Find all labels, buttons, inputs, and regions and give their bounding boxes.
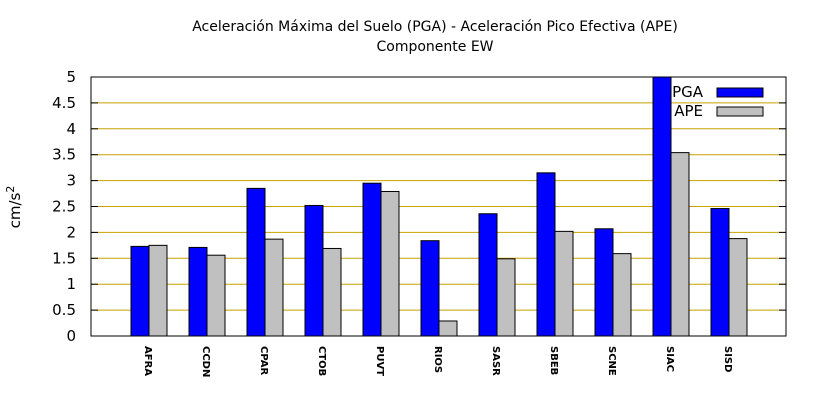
bar-ape-afra xyxy=(148,244,168,337)
x-tick-label: SISD xyxy=(722,346,733,372)
legend-label: PGA xyxy=(672,83,704,101)
bar-pga-ctob xyxy=(304,204,324,337)
bar-ape-puvt xyxy=(380,190,400,337)
y-tick-label: 4.5 xyxy=(52,94,76,112)
y-tick-label: 3.5 xyxy=(52,146,76,164)
bar-ape-ctob xyxy=(322,247,342,337)
y-axis-label: cm/s2 xyxy=(4,186,24,229)
bar-pga-scne xyxy=(594,228,614,337)
y-tick-label: 1.5 xyxy=(52,249,76,267)
y-axis-ticks: 0 0.5 1 1.5 2 2.5 3 3.5 4 4.5 5 xyxy=(52,68,786,345)
bar-ape-scne xyxy=(612,253,632,337)
y-tick-label: 2 xyxy=(66,223,76,241)
bar-pga-siac xyxy=(652,76,672,337)
x-tick-label: CTOB xyxy=(316,346,327,376)
bar-pga-ccdn xyxy=(188,246,208,337)
bar-ape-sbeb xyxy=(554,230,574,337)
x-tick-label: SCNE xyxy=(606,346,617,376)
y-tick-label: 2.5 xyxy=(52,198,76,216)
bar-ape-ccdn xyxy=(206,254,226,337)
y-tick-label: 3 xyxy=(66,172,76,190)
y-tick-label: 1 xyxy=(66,275,76,293)
y-tick-label: 4 xyxy=(66,120,76,138)
legend-swatch xyxy=(716,106,764,117)
legend-label: APE xyxy=(674,102,703,120)
bar-ape-sisd xyxy=(728,238,748,337)
bar-ape-rios xyxy=(438,320,458,337)
bar-pga-sisd xyxy=(710,208,730,337)
bars xyxy=(130,76,748,337)
y-tick-label: 0.5 xyxy=(52,301,76,319)
legend-swatch xyxy=(716,87,764,98)
bar-pga-afra xyxy=(130,245,150,337)
x-tick-label: AFRA xyxy=(142,346,153,376)
bar-ape-siac xyxy=(670,152,690,337)
bar-pga-sasr xyxy=(478,213,498,337)
x-tick-label: CPAR xyxy=(258,346,269,375)
bar-pga-rios xyxy=(420,240,440,337)
chart-subtitle: Componente EW xyxy=(376,39,493,55)
bar-ape-sasr xyxy=(496,258,516,337)
y-tick-label: 5 xyxy=(66,68,76,86)
y-tick-label: 0 xyxy=(66,327,76,345)
bar-ape-cpar xyxy=(264,238,284,337)
plot-frame xyxy=(90,76,787,337)
x-tick-label: SASR xyxy=(490,346,501,376)
x-tick-label: SIAC xyxy=(664,346,675,372)
x-axis-ticks: AFRA CCDN CPAR CTOB PUVT RIOS SASR SBEB SCNE SIAC… xyxy=(142,346,733,377)
x-tick-label: PUVT xyxy=(374,346,385,376)
bar-pga-sbeb xyxy=(536,172,556,337)
bar-pga-puvt xyxy=(362,182,382,337)
x-tick-label: RIOS xyxy=(432,346,443,373)
bar-pga-cpar xyxy=(246,187,266,337)
x-tick-label: CCDN xyxy=(200,346,211,377)
x-tick-label: SBEB xyxy=(548,346,559,375)
chart-title: Aceleración Máxima del Suelo (PGA) - Ace… xyxy=(192,19,678,35)
